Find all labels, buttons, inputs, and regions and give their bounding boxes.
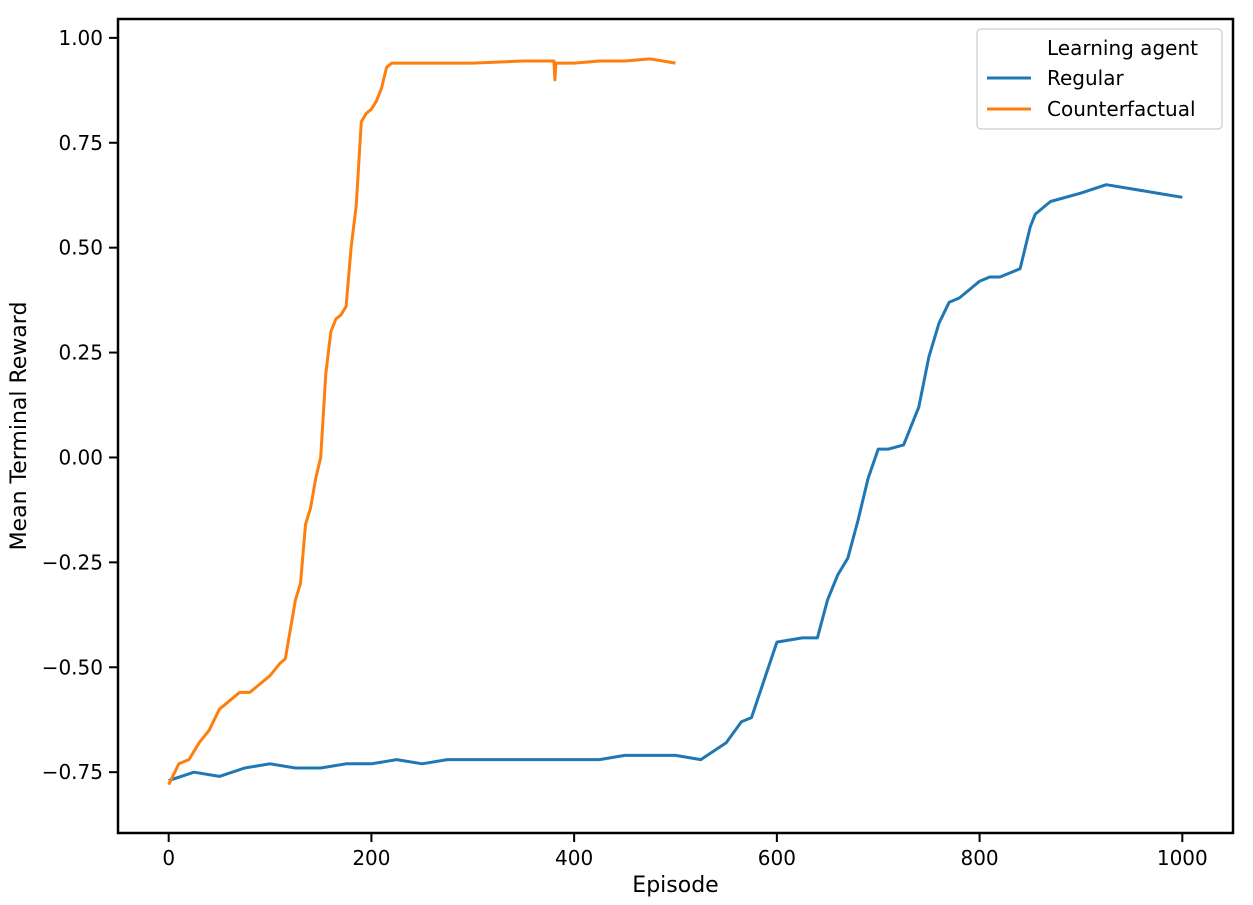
series-line-counterfactual	[167, 57, 676, 786]
y-tick-label: −0.75	[42, 760, 103, 784]
legend-title: Learning agent	[1047, 36, 1198, 60]
legend-label-counterfactual: Counterfactual	[1047, 97, 1196, 121]
x-tick-label: 200	[352, 846, 390, 870]
legend-label-regular: Regular	[1047, 66, 1124, 90]
y-tick-label: 0.00	[58, 445, 103, 469]
y-tick-label: −0.50	[42, 655, 103, 679]
x-tick-label: 800	[960, 846, 998, 870]
legend-box	[976, 28, 1223, 130]
y-tick-label: 1.00	[58, 26, 103, 50]
y-tick-label: −0.25	[42, 550, 103, 574]
x-tick-label: 0	[162, 846, 175, 870]
x-tick-label: 1000	[1157, 846, 1208, 870]
y-axis-title: Mean Terminal Reward	[7, 302, 32, 551]
x-axis: 0 200 400 600 800 1000	[162, 833, 1208, 870]
x-axis-title: Episode	[632, 873, 718, 898]
y-tick-label: 0.75	[58, 131, 103, 155]
y-axis: −0.75 −0.50 −0.25 0.00 0.25 0.50 0.75 1.00	[42, 26, 118, 784]
y-tick-label: 0.25	[58, 341, 103, 365]
x-tick-label: 600	[758, 846, 796, 870]
x-tick-label: 400	[555, 846, 593, 870]
series-line-regular	[168, 183, 1183, 783]
y-tick-label: 0.50	[58, 236, 103, 260]
legend: Learning agent Regular Counterfactual	[976, 28, 1223, 130]
series-layer	[167, 57, 1183, 786]
plot-frame	[116, 17, 1235, 835]
